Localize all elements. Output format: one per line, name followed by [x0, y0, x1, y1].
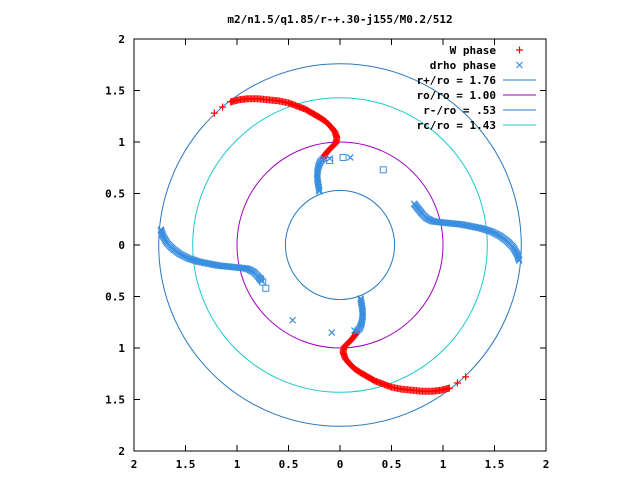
w-phase-point: [453, 379, 461, 387]
legend-label: r-/ro = .53: [423, 104, 496, 117]
x-tick-label: 1.5: [176, 458, 196, 471]
y-tick-label: 1: [118, 342, 125, 355]
circle-2: [236, 141, 444, 349]
drho-phase-point: [328, 329, 336, 336]
square-point: [262, 284, 270, 292]
legend-w-phase-marker: [516, 46, 523, 54]
circle-1: [158, 63, 522, 427]
legend-label: ro/ro = 1.00: [417, 89, 496, 102]
circle-3: [284, 189, 396, 301]
x-tick-label: 1.5: [485, 458, 505, 471]
x-tick-label: 2: [131, 458, 138, 471]
drho-phase-point: [289, 316, 297, 324]
w-phase-point: [462, 373, 470, 381]
square-point: [326, 157, 334, 165]
x-tick-label: 0: [337, 458, 344, 471]
legend-label: r+/ro = 1.76: [417, 74, 497, 87]
w-phase-point: [219, 103, 227, 111]
drho-phase-point: [326, 155, 334, 162]
x-tick-label: 0.5: [382, 458, 402, 471]
circle-4: [192, 97, 488, 393]
y-tick-label: 0: [118, 239, 125, 252]
legend-label: rc/ro = 1.43: [417, 119, 496, 132]
drho-phase-point: [350, 327, 358, 334]
drho-phase-point: [357, 296, 365, 304]
x-tick-label: 1: [234, 458, 241, 471]
square-point: [257, 275, 265, 283]
drho-phase-point: [410, 200, 418, 208]
x-tick-label: 0.5: [279, 458, 299, 471]
drho-phase-point: [357, 295, 365, 302]
drho-phase-point: [346, 154, 354, 161]
x-tick-label: 2: [543, 458, 550, 471]
legend-drho-phase-marker: [516, 61, 523, 69]
drho-phase-point: [241, 264, 248, 272]
drho-phase-point: [315, 188, 323, 195]
y-tick-label: 1.5: [105, 394, 125, 407]
square-point: [379, 166, 387, 174]
w-phase-point: [210, 109, 218, 117]
y-tick-label: 2: [118, 445, 125, 458]
y-tick-label: 2: [118, 33, 125, 46]
y-tick-label: 0.5: [105, 291, 125, 304]
drho-phase-point: [432, 218, 439, 226]
legend-label: drho phase: [430, 59, 497, 72]
x-tick-label: 1: [440, 458, 447, 471]
y-tick-label: 0.5: [105, 188, 125, 201]
y-tick-label: 1: [118, 136, 125, 149]
legend-label: W phase: [450, 44, 497, 57]
chart-title: m2/n1.5/q1.85/r-+.30-j155/M0.2/512: [227, 13, 452, 26]
square-point: [339, 153, 347, 161]
drho-phase-point: [315, 186, 323, 194]
y-tick-label: 1.5: [105, 85, 125, 98]
